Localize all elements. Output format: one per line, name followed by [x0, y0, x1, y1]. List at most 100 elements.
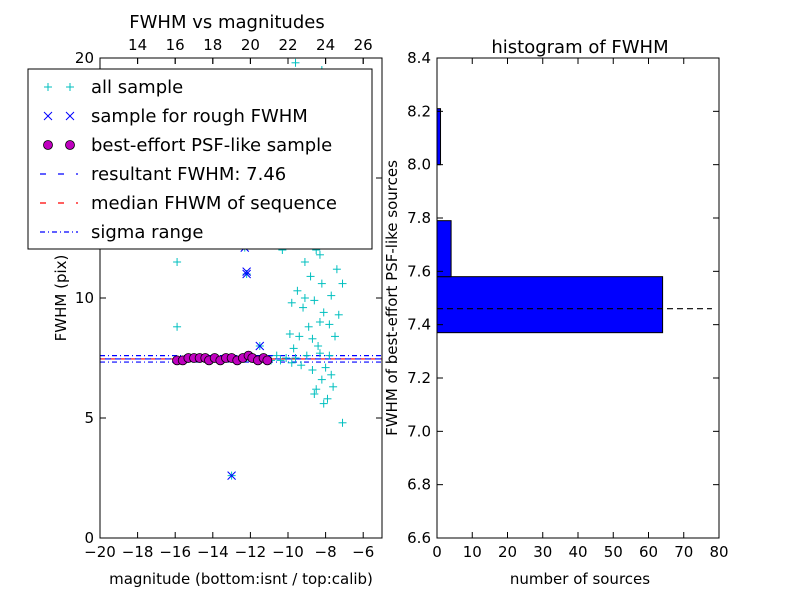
hist-y-tick-label: 6.8 [407, 476, 431, 494]
legend-entry: resultant FWHM: 7.46 [40, 164, 286, 185]
hist-x-tick-label: 50 [604, 543, 623, 561]
x-tick-label: −8 [315, 543, 337, 561]
hist-x-tick-label: 70 [674, 543, 693, 561]
all-sample-point [338, 279, 347, 288]
hist-y-tick-label: 8.4 [407, 49, 431, 67]
histogram-bar [436, 276, 664, 334]
histogram-bar [436, 108, 442, 166]
legend-label: resultant FWHM: 7.46 [91, 164, 286, 185]
all-sample-point [289, 344, 298, 353]
hist-x-tick-label: 30 [533, 543, 552, 561]
histogram-plot-area [436, 108, 712, 334]
all-sample-point [276, 356, 285, 365]
all-sample-point [173, 258, 182, 266]
legend-box [27, 68, 373, 250]
all-sample-point [338, 418, 347, 427]
all-sample-point [323, 394, 332, 403]
all-sample-point [306, 272, 315, 281]
all-sample-point [317, 375, 326, 384]
all-sample-point [317, 279, 326, 288]
x-b [227, 471, 236, 480]
legend-items: all sample sample for rough FWHM best-effo… [40, 77, 337, 243]
all-sample-point [315, 349, 324, 358]
legend-entry: sigma range [40, 222, 203, 243]
hist-y-tick-label: 7.2 [407, 369, 431, 387]
legend-entry: best-effort PSF-like sample [43, 135, 332, 156]
all-sample-point [287, 358, 296, 367]
all-sample-point [319, 308, 328, 317]
scatter-xlabel: magnitude (bottom:isnt / top:calib) [109, 570, 373, 588]
all-sample-point [173, 322, 182, 331]
scatter-title: FWHM vs magnitudes [129, 12, 324, 33]
all-sample-point [293, 286, 302, 295]
legend-label: all sample [91, 77, 183, 98]
scatter-panel: −20 −18 −16 −14 −12 −10 −8 −6 14 16 18 20 22 24 26 0 5 10… [27, 12, 383, 588]
all-sample-point [300, 258, 309, 266]
y-tick-label: 5 [84, 409, 94, 427]
legend-label: sigma range [91, 222, 203, 243]
x-b [242, 269, 251, 279]
all-sample-point [315, 318, 324, 326]
top-tick-label: 14 [128, 36, 147, 54]
x-tick-label: −12 [235, 543, 267, 561]
y-tick-label: 0 [84, 529, 94, 547]
x-tick-label: −6 [352, 543, 374, 561]
legend-label: median FHWM of sequence [91, 193, 337, 214]
all-sample-point [314, 342, 323, 350]
histogram-ticks: 0 10 20 30 40 50 60 70 80 6.6 6.8 7.0 7.2 7.4 7.6 7.8 8.… [407, 49, 728, 561]
rough-fwhm-point [255, 341, 265, 351]
hist-y-tick-label: 8.0 [407, 156, 431, 174]
top-tick-label: 16 [166, 36, 185, 54]
all-sample-point [304, 322, 313, 331]
all-sample-point [329, 382, 338, 391]
histogram-bar [436, 220, 452, 278]
all-sample-point [319, 399, 328, 408]
all-sample-point [331, 332, 339, 341]
psf-sample-point [262, 355, 273, 366]
all-sample-point [291, 354, 300, 362]
all-sample-point [300, 294, 309, 302]
all-sample-point [310, 296, 319, 305]
all-sample-point [272, 351, 281, 360]
all-sample-point [332, 265, 341, 274]
all-sample-point [285, 330, 294, 338]
top-tick-label: 24 [316, 36, 335, 54]
all-sample-point [334, 310, 343, 319]
x-tick-label: −18 [122, 543, 154, 561]
all-sample-point [287, 298, 296, 307]
all-sample-point [327, 370, 336, 379]
all-sample-point [327, 291, 336, 300]
hist-x-tick-label: 20 [498, 543, 517, 561]
x-tick-label: −14 [197, 543, 229, 561]
hist-y-tick-label: 8.2 [407, 102, 431, 120]
histogram-title: histogram of FWHM [491, 37, 668, 58]
x-b [242, 267, 251, 276]
hist-y-tick-label: 6.6 [407, 529, 431, 547]
legend-circle [65, 140, 75, 150]
hist-x-tick-label: 10 [463, 543, 482, 561]
histogram-xlabel: number of sources [510, 570, 650, 588]
top-tick-label: 26 [354, 36, 373, 54]
all-sample-point [315, 250, 324, 259]
legend-entry: median FHWM of sequence [40, 193, 337, 214]
hist-y-tick-label: 7.4 [407, 316, 431, 334]
rough-fwhm-point [227, 471, 236, 480]
rough-fwhm-point [242, 269, 251, 279]
legend-circle [43, 140, 53, 150]
legend-entry: all sample [44, 77, 183, 98]
legend-x-b [43, 111, 53, 121]
all-sample-point [297, 361, 306, 370]
x-tick-label: −16 [159, 543, 191, 561]
x-b [255, 341, 265, 351]
legend-x-b [65, 111, 75, 121]
y-tick-label: 10 [75, 289, 94, 307]
x-tick-label: −10 [272, 543, 304, 561]
hist-x-tick-label: 40 [568, 543, 587, 561]
histogram-ylabel: FWHM of best-effort PSF-like sources [383, 160, 401, 436]
top-tick-label: 20 [241, 36, 260, 54]
all-sample-point [308, 334, 317, 343]
all-sample-point [321, 363, 330, 372]
scatter-legend: all sample sample for rough FWHM best-effo… [27, 68, 373, 250]
hist-x-tick-label: 60 [639, 543, 658, 561]
